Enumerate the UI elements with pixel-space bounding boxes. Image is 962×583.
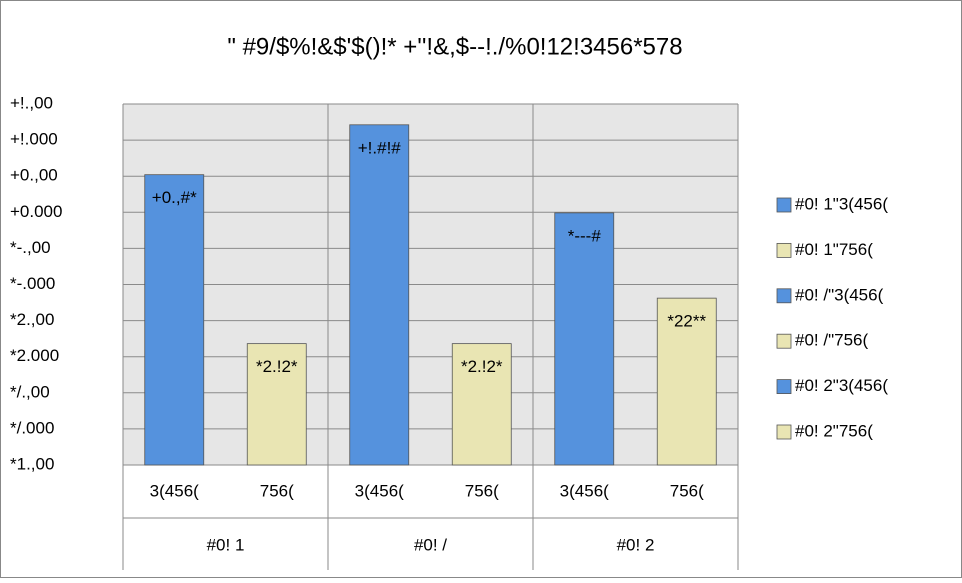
y-tick-label: */.,00 — [10, 382, 50, 401]
bar — [144, 174, 205, 466]
bar — [554, 212, 615, 466]
x-tick-label: 756( — [670, 481, 704, 500]
legend-label: #0! /"756( — [795, 331, 868, 350]
data-label: *---# — [568, 226, 602, 245]
y-tick-label: +!.000 — [10, 130, 58, 149]
legend-label: #0! 2"756( — [795, 421, 873, 440]
legend-label: #0! 1"756( — [795, 240, 873, 259]
legend-swatch — [776, 333, 792, 349]
bar — [451, 343, 512, 466]
y-tick-label: *-.000 — [10, 274, 55, 293]
data-label: *22** — [667, 312, 706, 331]
y-tick-label: *2.,00 — [10, 310, 54, 329]
legend-swatch — [776, 379, 792, 395]
legend-swatch — [776, 288, 792, 304]
bar — [656, 297, 717, 466]
y-tick-label: +!.,00 — [10, 93, 53, 112]
x-group-label: #0! / — [414, 535, 447, 554]
x-tick-label: 3(456( — [355, 481, 404, 500]
x-group-label: #0! 1 — [207, 535, 245, 554]
data-label: +!.#!# — [358, 138, 402, 157]
bar — [349, 124, 410, 466]
x-tick-label: 756( — [260, 481, 294, 500]
data-label: *2.!2* — [461, 357, 503, 376]
bar — [246, 343, 307, 466]
legend-label: #0! /"3(456( — [795, 285, 884, 304]
y-tick-label: *2.000 — [10, 346, 59, 365]
legend-label: #0! 1"3(456( — [795, 194, 888, 213]
legend-swatch — [776, 197, 792, 213]
y-tick-label: +0.,00 — [10, 166, 58, 185]
legend-swatch — [776, 242, 792, 258]
y-tick-label: */.000 — [10, 418, 54, 437]
data-label: +0.,#* — [152, 188, 197, 207]
y-tick-label: *1.,00 — [10, 454, 54, 473]
legend-swatch — [776, 424, 792, 440]
data-label: *2.!2* — [256, 357, 298, 376]
legend-label: #0! 2"3(456( — [795, 376, 888, 395]
y-tick-label: *-.,00 — [10, 238, 51, 257]
y-tick-label: +0.000 — [10, 202, 62, 221]
x-tick-label: 3(456( — [150, 481, 199, 500]
x-tick-label: 756( — [465, 481, 499, 500]
chart-title: " #9/$%!&$'$()!* +''!&,$--!./%0!12!3456*… — [227, 33, 682, 60]
x-tick-label: 3(456( — [560, 481, 609, 500]
x-group-label: #0! 2 — [617, 535, 655, 554]
